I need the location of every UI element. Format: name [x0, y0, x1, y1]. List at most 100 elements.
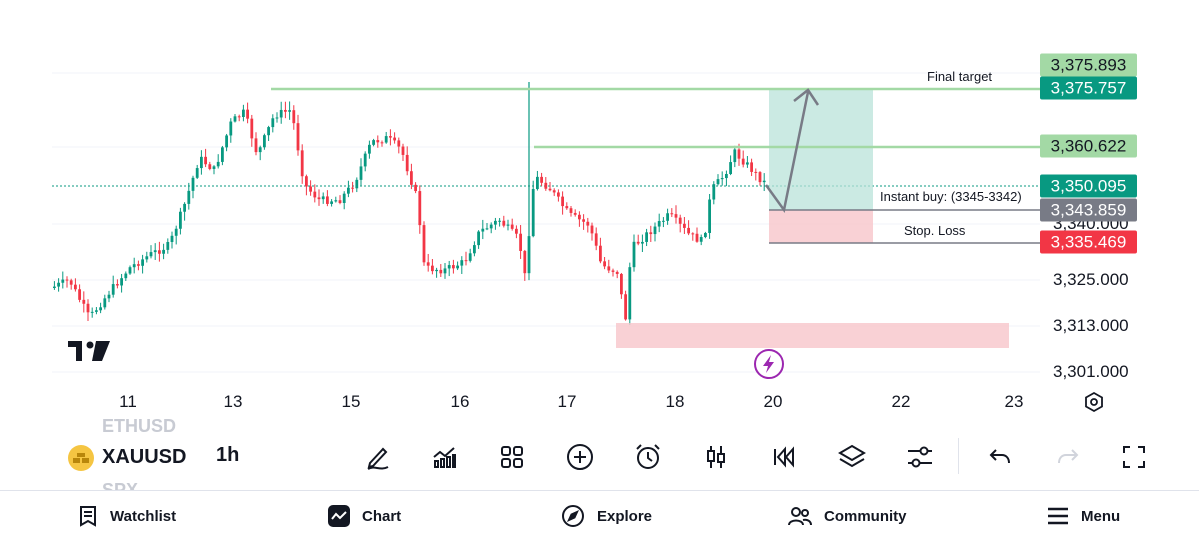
- candle-body: [103, 298, 107, 308]
- candle-body: [683, 223, 686, 228]
- candle-body: [254, 138, 258, 153]
- candle-body: [582, 219, 585, 222]
- candle-body: [174, 228, 178, 236]
- undo-icon[interactable]: [982, 439, 1018, 475]
- price-badge-target2[interactable]: 3,360.622: [1040, 134, 1137, 158]
- lightning-icon[interactable]: [754, 349, 784, 379]
- candle-body: [477, 231, 480, 246]
- candle-body: [653, 226, 657, 235]
- candle-body: [414, 184, 417, 192]
- candle-body: [141, 259, 144, 266]
- candle-body: [443, 268, 447, 274]
- chart-settings-icon[interactable]: [1085, 391, 1103, 413]
- final-target-label: Final target: [927, 69, 993, 84]
- candle-body: [452, 265, 455, 269]
- candle-body: [305, 176, 308, 187]
- candle-body: [334, 200, 338, 202]
- candle-body: [149, 252, 153, 257]
- nav-community-label: Community: [824, 507, 907, 525]
- candle-body: [456, 265, 459, 269]
- candle-body: [540, 176, 543, 183]
- indicators-icon[interactable]: [426, 439, 462, 475]
- candle-body: [380, 142, 384, 144]
- price-chart[interactable]: [0, 0, 1199, 424]
- candle-body: [628, 267, 632, 320]
- candle-body: [489, 224, 493, 229]
- candle-body: [519, 233, 522, 251]
- candle-body: [737, 149, 741, 159]
- candle-body: [288, 110, 291, 112]
- candle-body: [712, 184, 716, 200]
- candle-body: [162, 249, 165, 254]
- candle-body: [355, 179, 359, 189]
- candle-body: [187, 190, 191, 204]
- candle-type-icon[interactable]: [698, 439, 734, 475]
- candle-body: [733, 149, 737, 163]
- candle-body: [246, 109, 249, 119]
- add-icon[interactable]: [562, 439, 598, 475]
- symbol-next[interactable]: SPX: [102, 480, 139, 490]
- candle-body: [263, 135, 266, 148]
- candle-body: [439, 269, 443, 274]
- candle-body: [666, 213, 669, 221]
- redo-icon[interactable]: [1050, 439, 1086, 475]
- alert-icon[interactable]: [630, 439, 666, 475]
- demand-zone[interactable]: [616, 323, 1009, 348]
- candle-body: [506, 224, 510, 226]
- candle-body: [191, 177, 195, 191]
- price-badge-current[interactable]: 3,350.095: [1040, 174, 1137, 198]
- candle-body: [359, 166, 363, 180]
- candle-body: [368, 144, 371, 154]
- projection-arrow[interactable]: [764, 91, 810, 214]
- candle-body: [237, 116, 241, 118]
- layers-icon[interactable]: [834, 439, 870, 475]
- candle-body: [716, 179, 720, 185]
- candle-body: [636, 241, 640, 244]
- candle-body: [200, 156, 203, 169]
- nav-menu[interactable]: Menu: [1047, 491, 1120, 541]
- candle-body: [57, 282, 60, 287]
- candle-body: [615, 271, 619, 274]
- price-badge-stop-loss[interactable]: 3,335.469: [1040, 230, 1137, 254]
- bottom-navigation: Watchlist Chart Explore Community Menu: [0, 490, 1199, 541]
- nav-explore[interactable]: Explore: [561, 491, 652, 541]
- candle-body: [641, 241, 644, 244]
- replay-icon[interactable]: [766, 439, 802, 475]
- price-axis-label: 3,325.000: [1053, 270, 1129, 289]
- candle-body: [99, 307, 102, 311]
- interval-button[interactable]: 1h: [216, 444, 240, 466]
- price-badge-final-target[interactable]: 3,375.757: [1040, 76, 1137, 100]
- candle-body: [405, 154, 409, 172]
- candle-body: [410, 171, 413, 185]
- candle-body: [704, 232, 707, 238]
- candle-body: [372, 140, 375, 145]
- date-label: 15: [341, 392, 361, 411]
- layout-grid-icon[interactable]: [494, 439, 530, 475]
- symbol-selector[interactable]: ETHUSD SPX XAUUSD 1h: [66, 416, 356, 490]
- long-position-profit-zone[interactable]: [769, 89, 873, 210]
- candle-body: [95, 310, 98, 312]
- nav-chart[interactable]: Chart: [328, 491, 401, 541]
- date-label: 11: [119, 392, 137, 411]
- candle-body: [275, 117, 279, 119]
- symbol-name[interactable]: XAUUSD: [102, 446, 187, 468]
- candle-body: [233, 116, 237, 122]
- long-position-loss-zone[interactable]: [769, 210, 873, 243]
- candle-body: [746, 162, 749, 165]
- nav-watchlist[interactable]: Watchlist: [78, 491, 176, 541]
- settings-sliders-icon[interactable]: [902, 439, 938, 475]
- candle-body: [120, 278, 123, 286]
- candle-body: [170, 235, 174, 242]
- candle-body: [195, 168, 199, 178]
- fullscreen-icon[interactable]: [1116, 439, 1152, 475]
- price-axis-label: 3,301.000: [1053, 362, 1129, 381]
- date-label: 22: [891, 392, 911, 411]
- draw-icon[interactable]: [360, 439, 396, 475]
- candle-body: [657, 221, 661, 227]
- price-badge-entry[interactable]: 3,343.859: [1040, 198, 1137, 222]
- symbol-prev[interactable]: ETHUSD: [102, 416, 177, 436]
- candle-body: [422, 225, 426, 263]
- price-badge-final-high[interactable]: 3,375.893: [1040, 53, 1137, 77]
- candle-body: [473, 245, 476, 254]
- nav-community[interactable]: Community: [788, 491, 907, 541]
